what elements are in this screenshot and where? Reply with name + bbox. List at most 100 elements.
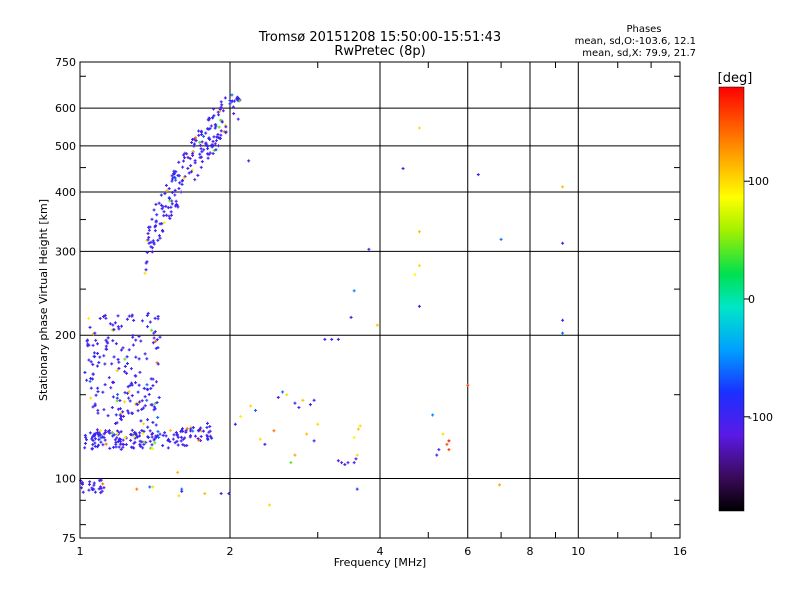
data-point	[196, 428, 200, 432]
data-point	[138, 400, 142, 404]
data-point	[175, 439, 179, 443]
data-point	[110, 406, 114, 410]
data-point	[96, 386, 100, 390]
data-point	[178, 181, 182, 185]
data-point	[156, 362, 160, 366]
data-point	[81, 490, 85, 494]
data-point	[98, 429, 102, 433]
data-point	[206, 156, 210, 160]
data-point	[87, 488, 91, 492]
data-point	[92, 483, 96, 487]
phase-info-x: mean, sd,X: 79.9, 21.7	[582, 48, 696, 59]
data-point	[128, 399, 132, 403]
data-point	[135, 487, 139, 491]
data-point	[97, 431, 101, 435]
data-point	[183, 436, 187, 440]
data-point	[239, 414, 243, 418]
data-point	[167, 214, 171, 218]
data-point	[197, 129, 201, 133]
data-point	[293, 401, 297, 405]
data-point	[218, 118, 222, 122]
data-point	[154, 220, 158, 224]
data-point	[297, 406, 301, 410]
data-point	[115, 369, 119, 373]
data-point	[126, 391, 130, 395]
data-point	[91, 434, 95, 438]
data-point	[151, 431, 155, 435]
data-point	[105, 340, 109, 344]
data-point	[218, 107, 222, 111]
y-tick-label: 100	[55, 473, 76, 486]
data-point	[154, 423, 158, 427]
data-point	[96, 390, 100, 394]
data-point	[93, 441, 97, 445]
data-point	[185, 152, 189, 156]
data-point	[138, 431, 142, 435]
data-point	[186, 166, 190, 170]
data-point	[111, 395, 115, 399]
data-point	[151, 341, 155, 345]
data-point	[212, 135, 216, 139]
data-point	[169, 213, 173, 217]
colorbar-label: [deg]	[718, 71, 753, 86]
data-point	[141, 432, 145, 436]
chart-title: Tromsø 20151208 15:50:00-15:51:43	[258, 30, 501, 45]
data-point	[89, 376, 93, 380]
data-point	[145, 357, 149, 361]
data-point	[174, 202, 178, 206]
data-point	[228, 102, 232, 106]
data-point	[145, 398, 149, 402]
data-point	[101, 435, 105, 439]
colorbar-tick-label: 0	[748, 293, 755, 306]
data-point	[140, 319, 144, 323]
data-point	[107, 376, 111, 380]
data-point	[108, 322, 112, 326]
data-point	[236, 117, 240, 121]
data-point	[125, 355, 129, 359]
data-point	[171, 437, 175, 441]
data-point	[112, 445, 116, 449]
data-point	[147, 241, 151, 245]
data-point	[85, 378, 89, 382]
data-point	[224, 130, 228, 134]
data-point	[235, 95, 239, 99]
data-point	[435, 453, 439, 457]
data-point	[156, 430, 160, 434]
data-point	[211, 139, 215, 143]
data-point	[196, 437, 200, 441]
data-point	[111, 323, 115, 327]
data-point	[417, 264, 421, 268]
data-point	[179, 190, 183, 194]
y-tick-label: 500	[55, 140, 76, 153]
data-point	[205, 127, 209, 131]
x-tick-label: 16	[673, 545, 687, 558]
x-axis-ticks: 1 2 4 6 8 10 16	[77, 62, 687, 558]
data-point	[140, 407, 144, 411]
data-point	[146, 425, 150, 429]
data-point	[561, 185, 565, 189]
data-point	[180, 182, 184, 186]
data-point	[119, 418, 123, 422]
data-point	[143, 404, 147, 408]
data-point	[157, 201, 161, 205]
data-point	[447, 448, 451, 452]
data-point	[115, 399, 119, 403]
data-point	[154, 346, 158, 350]
data-point	[204, 131, 208, 135]
data-point	[199, 434, 203, 438]
y-tick-label: 750	[55, 56, 76, 69]
data-point	[152, 208, 156, 212]
data-point	[160, 207, 164, 211]
data-point	[155, 401, 159, 405]
data-point	[198, 143, 202, 147]
data-point	[150, 435, 154, 439]
data-point	[127, 348, 131, 352]
data-point	[150, 443, 154, 447]
data-point	[213, 123, 217, 127]
data-point	[119, 348, 123, 352]
data-point	[140, 440, 144, 444]
data-point	[143, 271, 147, 275]
data-point	[115, 432, 119, 436]
data-point	[183, 444, 187, 448]
data-point	[146, 325, 150, 329]
